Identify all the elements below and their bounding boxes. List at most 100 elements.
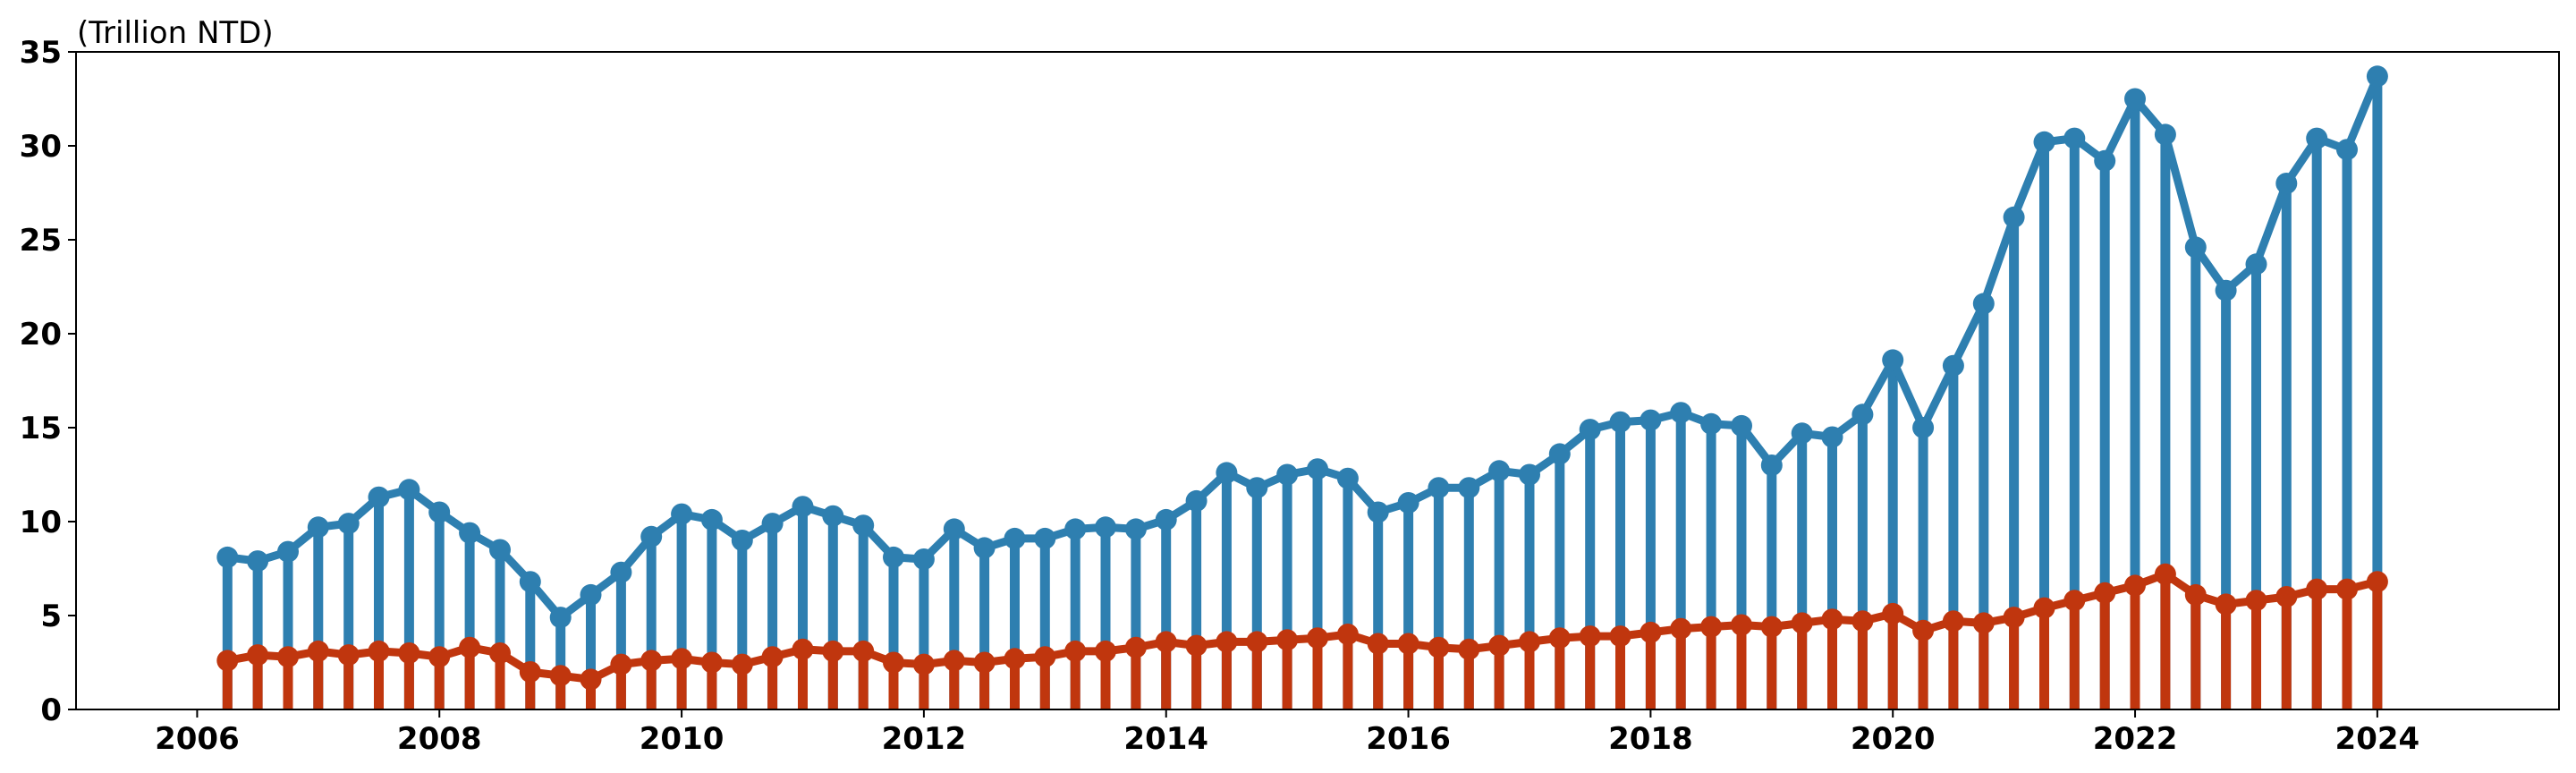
x-tick-label: 2016 xyxy=(1366,721,1451,757)
series-1-point xyxy=(549,665,572,687)
series-0-point xyxy=(1307,458,1328,480)
series-0-point xyxy=(489,539,511,561)
series-1-point xyxy=(277,646,299,668)
series-1-point xyxy=(1548,627,1571,650)
series-1-point xyxy=(822,640,844,662)
x-tick-label: 2008 xyxy=(397,721,482,757)
series-0-point xyxy=(1367,501,1389,523)
series-1-point xyxy=(700,651,723,674)
series-0-point xyxy=(1004,527,1026,549)
series-1-point xyxy=(1185,634,1208,657)
series-0-point xyxy=(307,516,329,539)
series-0-point xyxy=(912,548,935,570)
series-0-point xyxy=(2336,139,2358,161)
series-0-line xyxy=(226,74,2382,622)
series-0-point xyxy=(973,537,996,559)
series-0-point xyxy=(822,505,844,527)
x-tick-label: 2006 xyxy=(155,721,240,757)
series-0-point xyxy=(1064,518,1087,540)
series-1-point xyxy=(943,650,965,672)
series-1-point xyxy=(2033,597,2055,619)
series-0-point xyxy=(1095,516,1116,539)
series-0-point xyxy=(337,513,360,535)
series-0-point xyxy=(1942,354,1964,377)
series-1-point xyxy=(1972,612,1995,634)
plot-area xyxy=(216,65,2388,709)
series-1-point xyxy=(1609,625,1631,648)
series-1-point xyxy=(2215,593,2237,616)
series-0-point xyxy=(2184,236,2207,259)
series-0-point xyxy=(2063,127,2086,149)
x-tick-label: 2024 xyxy=(2335,721,2420,757)
series-0-point xyxy=(459,522,481,544)
series-1-point xyxy=(1064,640,1087,662)
series-0-point xyxy=(1397,492,1419,514)
series-0-point xyxy=(1216,462,1238,484)
series-0-point xyxy=(671,503,693,525)
series-1-point xyxy=(216,650,239,672)
series-0-point xyxy=(1791,422,1813,445)
series-1-point xyxy=(580,668,602,691)
series-1-point xyxy=(2063,590,2086,612)
series-0-point xyxy=(943,518,965,540)
series-0-point xyxy=(368,486,390,508)
series-0-point xyxy=(1700,412,1723,435)
series-0-point xyxy=(1609,411,1631,433)
series-1-point xyxy=(2003,607,2025,629)
axes: 2006 2008 2010 2012 2014 2016 2018 2020 2022 2024… xyxy=(20,35,2560,757)
series-1-point xyxy=(1367,633,1389,655)
series-1-point xyxy=(1700,616,1723,638)
series-0-point xyxy=(2366,65,2388,88)
series-1-point xyxy=(2245,590,2267,612)
series-1-point xyxy=(1488,634,1511,657)
series-0-point xyxy=(2245,253,2267,276)
series-0-point xyxy=(640,525,663,548)
series-0-point xyxy=(1760,454,1783,476)
series-0-point xyxy=(1731,414,1752,437)
y-tick-label: 15 xyxy=(20,411,62,446)
series-1-line xyxy=(226,570,2378,684)
series-0-point xyxy=(519,571,541,593)
series-1-point xyxy=(1791,612,1813,634)
series-0-point xyxy=(428,501,451,523)
series-0-point xyxy=(2154,123,2176,146)
series-1-point xyxy=(2306,578,2328,600)
y-tick-label: 35 xyxy=(20,35,62,71)
series-0-point xyxy=(1276,463,1299,486)
series-0-point xyxy=(277,540,299,563)
series-0-point xyxy=(1519,463,1540,486)
series-0-point xyxy=(700,508,723,531)
series-1-point xyxy=(2336,578,2358,600)
y-tick-label: 5 xyxy=(40,599,62,634)
series-0-point xyxy=(610,561,632,583)
series-0-point xyxy=(2094,149,2116,172)
series-1-point xyxy=(1640,621,1662,643)
series-0-point xyxy=(2003,206,2025,228)
series-1-point xyxy=(428,646,451,668)
series-1-point xyxy=(1246,631,1268,653)
x-tick-label: 2020 xyxy=(1851,721,1936,757)
series-0-point xyxy=(1246,477,1268,499)
series-1-point xyxy=(398,642,420,664)
series-1-point xyxy=(1579,625,1601,648)
series-1-point xyxy=(1852,610,1874,633)
series-0-point xyxy=(1458,477,1480,499)
series-0-point xyxy=(761,513,784,535)
plot-frame xyxy=(75,51,2560,710)
series-0-point xyxy=(731,530,753,551)
series-1-point xyxy=(2366,571,2388,593)
series-0-point xyxy=(852,514,875,537)
series-1-point xyxy=(247,644,269,667)
series-0-point xyxy=(1336,467,1359,489)
series-0-point xyxy=(216,546,239,568)
series-0-point xyxy=(1912,417,1935,438)
series-1-point xyxy=(2124,574,2146,597)
series-1-point xyxy=(1216,631,1238,653)
series-0-point xyxy=(2124,88,2146,110)
series-1-point xyxy=(1276,629,1299,651)
series-1-point xyxy=(883,651,904,674)
series-1-point xyxy=(1942,610,1964,633)
series-1-point xyxy=(1307,627,1328,650)
